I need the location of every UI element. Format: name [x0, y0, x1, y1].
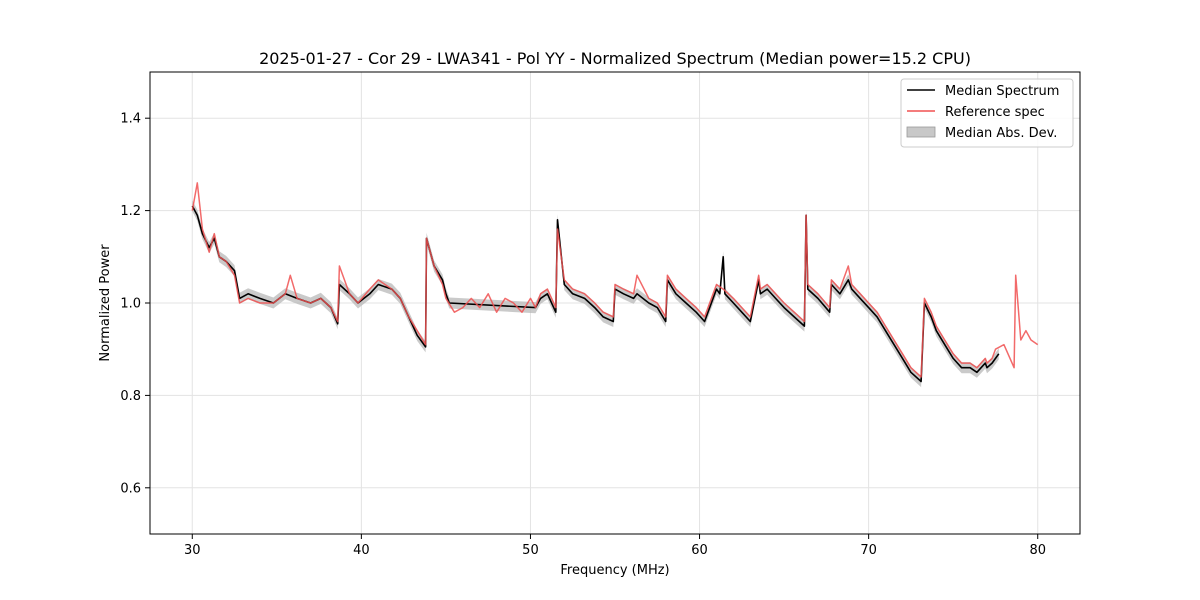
- legend-label-reference: Reference spec: [945, 105, 1045, 120]
- y-tick-label: 1.4: [120, 112, 141, 127]
- y-tick-label: 1.2: [120, 204, 141, 219]
- mad-band-area: [192, 200, 999, 388]
- y-tick-label: 0.8: [120, 389, 141, 404]
- x-axis-label: Frequency (MHz): [560, 563, 669, 578]
- x-tick-label: 40: [353, 543, 370, 558]
- legend-box: [900, 78, 1074, 148]
- legend-marker-mad: [906, 126, 936, 138]
- x-axis: 30 40 50 60 70 80: [184, 534, 1046, 558]
- series-lines: [191, 182, 1039, 383]
- reference-spec-line: [191, 182, 1039, 378]
- y-tick-label: 1.0: [120, 297, 141, 312]
- legend-label-median: Median Spectrum: [945, 84, 1059, 99]
- legend: Median Spectrum Reference spec Median Ab…: [900, 78, 1074, 148]
- x-tick-label: 50: [522, 543, 539, 558]
- y-tick-label: 0.6: [120, 481, 141, 496]
- legend-label-mad: Median Abs. Dev.: [945, 126, 1057, 141]
- mad-band: [192, 200, 999, 388]
- x-tick-label: 60: [691, 543, 708, 558]
- x-tick-label: 70: [860, 543, 877, 558]
- x-tick-label: 80: [1029, 543, 1046, 558]
- y-axis-label: Normalized Power: [98, 244, 113, 362]
- x-tick-label: 30: [184, 543, 201, 558]
- y-axis: 0.6 0.8 1.0 1.2 1.4: [120, 112, 150, 496]
- chart-title: 2025-01-27 - Cor 29 - LWA341 - Pol YY - …: [259, 49, 971, 68]
